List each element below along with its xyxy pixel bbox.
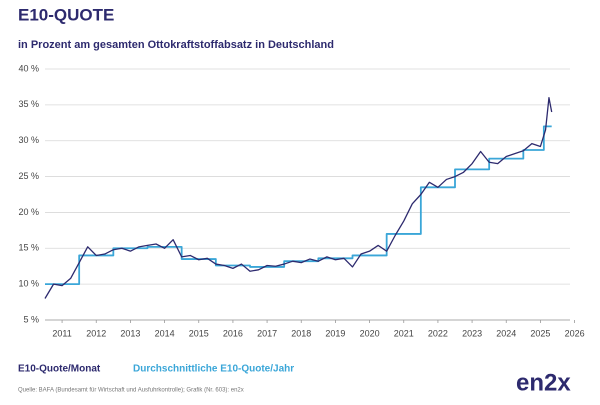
y-tick-label: 25 % bbox=[18, 171, 39, 181]
y-tick-label: 5 % bbox=[23, 314, 39, 324]
legend-label: Durchschnittliche E10-Quote/Jahr bbox=[133, 364, 294, 375]
x-tick-label: 2016 bbox=[223, 328, 243, 338]
source: Quelle: BAFA (Bundesamt für Wirtschaft u… bbox=[18, 388, 244, 394]
data-line bbox=[44, 97, 553, 299]
y-tick-label: 15 % bbox=[18, 243, 39, 253]
y-tick-label: 10 % bbox=[18, 279, 39, 289]
y-tick-label: 35 % bbox=[18, 99, 39, 109]
y-tick-label: 40 % bbox=[18, 63, 39, 73]
chart-title: E10-QUOTE bbox=[18, 5, 114, 24]
chart-subtitle: in Prozent am gesamten Ottokraftstoffabs… bbox=[18, 39, 334, 51]
x-tick-label: 2015 bbox=[189, 328, 209, 338]
x-tick-label: 2022 bbox=[428, 328, 448, 338]
x-tick-label: 2013 bbox=[120, 328, 140, 338]
legend-label: E10-Quote/Monat bbox=[18, 364, 101, 375]
x-tick-label: 2020 bbox=[360, 328, 380, 338]
logo: en2x bbox=[516, 369, 571, 396]
x-tick-label: 2021 bbox=[394, 328, 414, 338]
x-tick-label: 2018 bbox=[291, 328, 311, 338]
x-tick-label: 2023 bbox=[462, 328, 482, 338]
x-tick-label: 2012 bbox=[86, 328, 106, 338]
x-tick-label: 2026 bbox=[565, 328, 585, 338]
x-tick-label: 2025 bbox=[530, 328, 550, 338]
x-tick-label: 2024 bbox=[496, 328, 516, 338]
x-tick-label: 2019 bbox=[325, 328, 345, 338]
y-tick-label: 20 % bbox=[18, 207, 39, 217]
x-tick-label: 2014 bbox=[155, 328, 175, 338]
x-tick-label: 2017 bbox=[257, 328, 277, 338]
data-line bbox=[45, 125, 552, 286]
x-tick-label: 2011 bbox=[52, 328, 71, 338]
y-tick-label: 30 % bbox=[18, 135, 39, 145]
